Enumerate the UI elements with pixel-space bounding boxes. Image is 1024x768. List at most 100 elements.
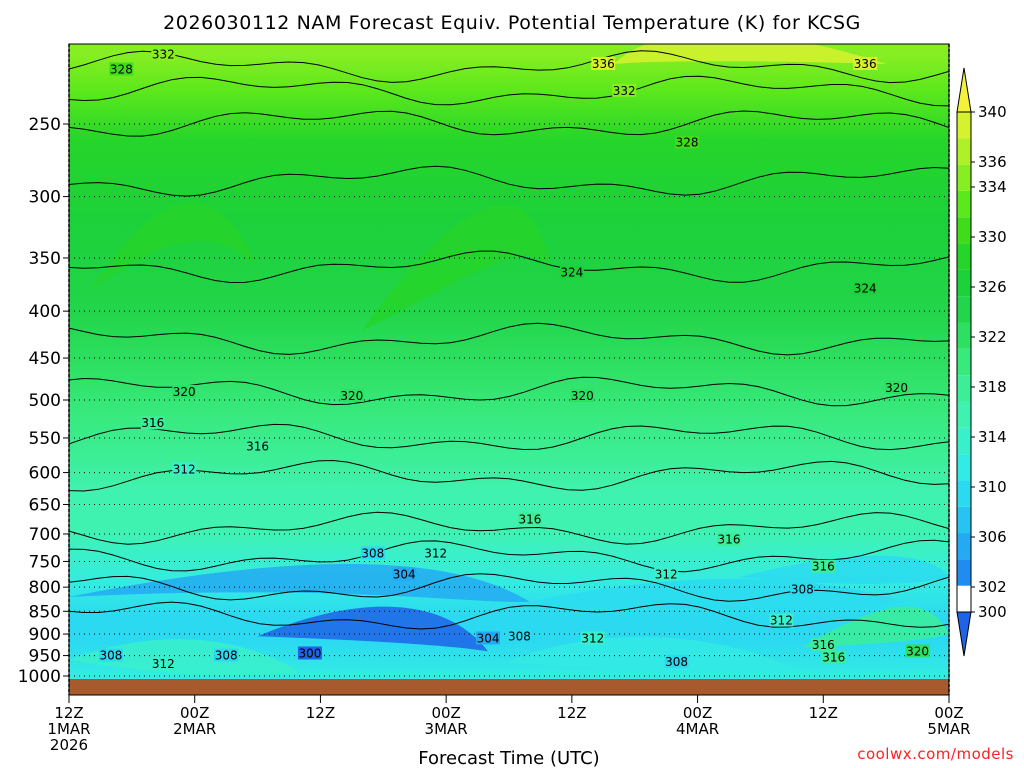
contour-label: 328 xyxy=(676,136,699,150)
contour-label-bg xyxy=(853,56,878,70)
contour-label: 308 xyxy=(791,583,814,597)
colorbar-segment xyxy=(957,138,971,165)
contour-label: 320 xyxy=(906,644,929,658)
contour-label-bg xyxy=(172,384,197,398)
x-tick-label: 5MAR xyxy=(927,720,970,738)
colorbar-top-arrow xyxy=(956,67,972,113)
y-tick-label: 600 xyxy=(29,464,61,484)
contour-label-bg xyxy=(853,281,878,295)
contour-label-bg xyxy=(517,512,542,526)
contour-label-bg xyxy=(151,47,176,61)
x-tick-label: 12Z xyxy=(54,704,83,722)
x-tick-label: 12Z xyxy=(557,704,586,722)
y-tick-label: 700 xyxy=(29,525,61,545)
contour-line xyxy=(69,250,949,284)
field-blob xyxy=(739,555,949,584)
contour-label-bg xyxy=(612,83,637,97)
x-tick-label: 00Z xyxy=(180,704,209,722)
colorbar: 300 302 306 310 314 318 322 326 330 334 336 340 xyxy=(956,67,1007,657)
colorbar-segment xyxy=(957,533,971,560)
contour-label: 312 xyxy=(770,614,793,628)
contour-label-bg xyxy=(570,388,595,402)
contour-line xyxy=(69,110,949,137)
colorbar-segment xyxy=(957,427,971,455)
field-blob xyxy=(69,639,300,676)
contour-label-bg xyxy=(905,644,930,658)
colorbar-segment xyxy=(957,269,971,297)
x-tick-label: 00Z xyxy=(683,704,712,722)
colorbar-tick-label: 302 xyxy=(978,578,1007,596)
contour-label-bg xyxy=(339,388,364,402)
contour-label: 312 xyxy=(173,462,196,476)
contour-label: 316 xyxy=(822,651,845,665)
contour-label-bg xyxy=(98,648,123,662)
colorbar-segment xyxy=(957,401,971,428)
y-tick-label: 250 xyxy=(29,115,61,135)
colorbar-tick-label: 318 xyxy=(978,378,1007,396)
x-tick-label: 12Z xyxy=(306,704,335,722)
contour-label: 328 xyxy=(110,62,133,76)
colorbar-segment xyxy=(957,243,971,270)
contour-label-bg xyxy=(591,56,616,70)
contour-label-bg xyxy=(140,416,165,430)
colorbar-tick-label: 326 xyxy=(978,278,1007,296)
contour-label: 316 xyxy=(518,512,541,526)
contour-label-bg xyxy=(214,648,239,662)
contour-line xyxy=(69,511,949,545)
x-tick-label: 12Z xyxy=(809,704,838,722)
contour-label: 308 xyxy=(508,629,531,643)
contour-label: 316 xyxy=(718,533,741,547)
contour-line xyxy=(69,376,949,407)
colorbar-tick-label: 334 xyxy=(978,178,1007,196)
colorbar-tick-label: 314 xyxy=(978,428,1007,446)
colorbar-segment xyxy=(957,217,971,244)
contour-label: 308 xyxy=(99,649,122,663)
terrain-strip xyxy=(69,679,949,695)
contour-line xyxy=(69,165,949,197)
contour-line xyxy=(69,459,949,492)
y-tick-label: 450 xyxy=(29,349,61,369)
field-blob xyxy=(257,606,489,652)
contour-label-bg xyxy=(884,380,909,394)
colorbar-frame xyxy=(956,111,972,613)
contour-label-bg xyxy=(580,631,605,645)
colorbar-tick-label: 322 xyxy=(978,328,1007,346)
contour-label-bg xyxy=(790,582,815,596)
y-tick-label: 550 xyxy=(29,429,61,449)
contour-label-bg xyxy=(109,62,134,76)
y-tick-label: 500 xyxy=(29,391,61,411)
contour-label: 336 xyxy=(592,57,615,71)
contour-label: 332 xyxy=(152,48,175,62)
colorbar-segment xyxy=(957,375,971,402)
y-tick-label: 900 xyxy=(29,625,61,645)
contour-label: 312 xyxy=(581,631,604,645)
contour-label: 300 xyxy=(298,646,321,660)
contour-label: 308 xyxy=(665,655,688,669)
colorbar-segment xyxy=(957,190,971,218)
credit-text: coolwx.com/models xyxy=(857,745,1014,763)
y-tick-label: 750 xyxy=(29,552,61,572)
contour-label: 316 xyxy=(246,440,269,454)
contour-label: 320 xyxy=(340,389,363,403)
chart-title: 2026030112 NAM Forecast Equiv. Potential… xyxy=(163,12,861,34)
contour-label-bg xyxy=(507,629,532,643)
colorbar-tick-label: 340 xyxy=(978,103,1007,121)
contour-line xyxy=(69,322,949,356)
field-blob xyxy=(362,204,551,331)
contour-label-bg xyxy=(297,646,322,660)
contour-label: 304 xyxy=(477,631,500,645)
contour-label-bg xyxy=(360,546,385,560)
colorbar-bottom-arrow xyxy=(956,611,972,657)
field-blob xyxy=(89,203,258,291)
contour-label-bg xyxy=(664,654,689,668)
contour-label: 320 xyxy=(571,389,594,403)
y-tick-label: 800 xyxy=(29,578,61,598)
colorbar-tick-label: 300 xyxy=(978,603,1007,621)
y-tick-label: 650 xyxy=(29,495,61,515)
colorbar-tick-label: 306 xyxy=(978,528,1007,546)
contour-line xyxy=(69,50,949,84)
colorbar-segment xyxy=(957,112,971,139)
